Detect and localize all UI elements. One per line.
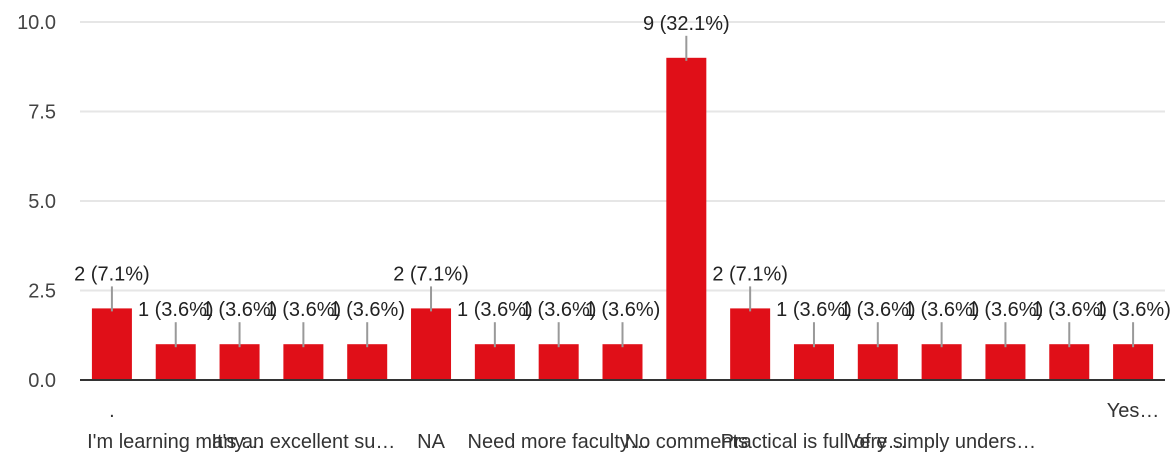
bar [921,344,962,380]
x-tick-label: . [109,400,115,422]
data-label: 9 (32.1%) [643,13,730,35]
x-tick-label: Yes… [1107,400,1160,422]
data-label: 2 (7.1%) [393,263,469,285]
gridlines [80,21,1165,292]
bar [91,308,132,380]
data-label: 1 (3.6%) [202,299,278,321]
bar [219,344,260,380]
x-tick-label: Practical is full of e… [721,431,908,453]
bar [155,344,196,380]
x-tick-label: Need more faculty… [468,431,650,453]
y-tick-label: 7.5 [28,102,56,124]
data-labels: 2 (7.1%)1 (3.6%)1 (3.6%)1 (3.6%)1 (3.6%)… [74,13,1171,348]
bar [283,344,324,380]
data-label: 1 (3.6%) [840,299,916,321]
data-label: 1 (3.6%) [329,299,405,321]
y-axis-ticks: 0.0 2.5 5.0 7.5 10.0 [17,12,56,392]
y-tick-label: 5.0 [28,191,56,213]
bar [793,344,834,380]
x-tick-label: No comments [625,431,748,453]
data-label: 1 (3.6%) [968,299,1044,321]
bar [1049,344,1090,380]
data-label: 1 (3.6%) [457,299,533,321]
data-label: 1 (3.6%) [585,299,661,321]
data-label: 1 (3.6%) [521,299,597,321]
bar [857,344,898,380]
data-label: 1 (3.6%) [776,299,852,321]
x-tick-label: It's an excellent su… [211,431,395,453]
data-label: 1 (3.6%) [266,299,342,321]
data-label: 2 (7.1%) [74,263,150,285]
bar [602,344,643,380]
bars [91,57,1154,381]
bar [411,308,452,380]
bar [1113,344,1154,380]
x-axis-labels: . I'm learning many…It's an excellent su…… [87,400,1159,453]
y-tick-label: 0.0 [28,370,56,392]
bar [666,57,707,381]
y-tick-label: 2.5 [28,281,56,303]
y-tick-label: 10.0 [17,12,56,34]
bar [347,344,388,380]
bar [474,344,515,380]
data-label: 1 (3.6%) [904,299,980,321]
data-label: 1 (3.6%) [138,299,214,321]
x-tick-label: Very simply unders… [847,431,1036,453]
bar [538,344,579,380]
x-tick-label: NA [417,431,445,453]
bar [730,308,771,380]
x-tick-label: I'm learning many… [87,431,264,453]
bar [985,344,1026,380]
data-label: 1 (3.6%) [1095,299,1171,321]
data-label: 2 (7.1%) [712,263,788,285]
data-label: 1 (3.6%) [1031,299,1107,321]
